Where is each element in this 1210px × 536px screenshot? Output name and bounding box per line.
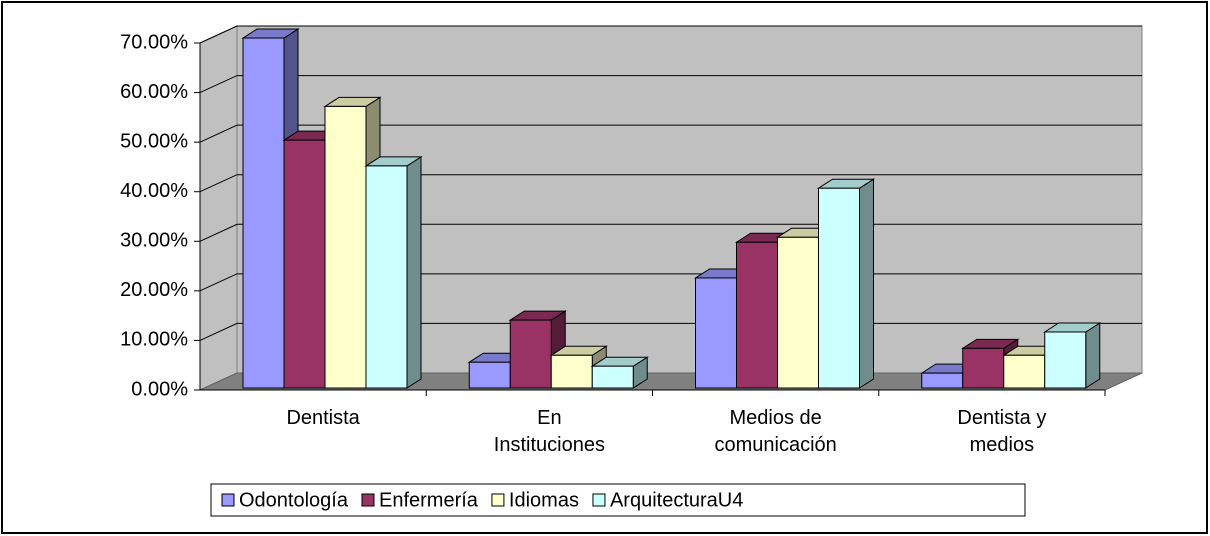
bar [283,139,326,389]
bar-side [1085,322,1101,389]
legend-swatch [491,493,505,507]
bar [736,241,778,389]
side-wall [199,25,238,391]
bar-side [406,156,422,389]
bar [1003,354,1046,389]
y-tick-label: 70.00% [120,31,188,53]
grid-line [199,25,1142,44]
y-tick-label: 20.00% [120,279,188,301]
y-tick-label: 40.00% [120,180,188,202]
x-tick-label: En Instituciones [493,407,605,456]
grid-line [199,75,1142,94]
y-tick-label: 0.00% [131,378,188,400]
x-tick-label: Medios de comunicación [714,407,837,456]
bar [324,105,367,389]
bar-side [859,178,874,389]
y-tick-label: 60.00% [120,81,188,103]
bar [365,165,408,389]
legend-swatch [221,493,235,507]
x-tick-label: Dentista y medios [957,407,1047,456]
grid-line [199,124,1142,143]
bar [777,236,819,389]
bar [818,187,860,389]
bar [550,354,593,389]
bar [509,319,552,389]
y-tick-label: 30.00% [120,230,188,252]
grid-line [199,174,1142,193]
legend-label: Odontología [239,489,349,511]
bar [591,365,634,389]
legend-label: Idiomas [509,489,579,511]
legend-swatch [592,493,606,507]
legend-label: ArquitecturaU4 [610,489,743,511]
legend-swatch [361,493,375,507]
bar [962,347,1005,389]
bar [242,37,285,389]
bar [695,277,737,389]
bar [468,361,511,389]
y-tick-label: 10.00% [120,329,188,351]
bar [921,372,964,389]
bar [1044,331,1087,389]
legend-box [210,483,1026,517]
legend-label: Enfermería [379,489,479,511]
x-tick-label: Dentista [286,407,360,429]
y-tick-label: 50.00% [120,130,188,152]
